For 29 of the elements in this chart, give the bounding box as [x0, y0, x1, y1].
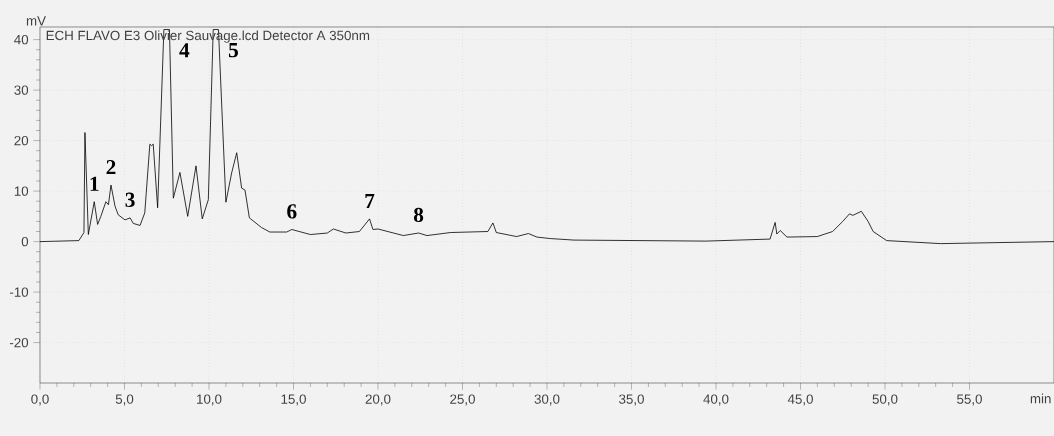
- y-tick-label: 20: [14, 135, 29, 146]
- annotation: 5: [228, 43, 238, 58]
- y-tick-label: -20: [9, 337, 29, 348]
- annotation: 1: [90, 176, 99, 191]
- x-tick-label: 35,0: [619, 394, 644, 406]
- annotation: 3: [125, 192, 135, 207]
- y-tick-label: 10: [14, 186, 29, 196]
- y-tick-label: -10: [9, 287, 29, 297]
- x-tick-label: 5,0: [115, 394, 134, 406]
- x-tick-label: 25,0: [450, 394, 475, 406]
- x-tick-label: 40,0: [703, 394, 729, 406]
- x-tick-label: 50,0: [872, 394, 898, 406]
- x-tick-label: 10,0: [197, 394, 222, 406]
- x-tick-label: 55,0: [957, 394, 982, 406]
- y-tick-label: 40: [14, 34, 29, 45]
- x-tick-label: 20,0: [365, 394, 391, 406]
- annotation: 8: [413, 207, 424, 223]
- x-tick-label: 0,0: [31, 394, 49, 406]
- annotation: 7: [365, 193, 375, 208]
- x-tick-label: 15,0: [281, 394, 306, 406]
- y-tick-label: 0: [21, 236, 29, 247]
- annotation: 4: [179, 43, 190, 58]
- annotation: 2: [106, 160, 116, 175]
- annotation: 6: [287, 204, 297, 219]
- x-axis-title: min: [1030, 393, 1051, 404]
- y-axis-title: mV: [26, 16, 46, 26]
- x-tick-label: 45,0: [787, 394, 813, 406]
- x-tick-label: 30,0: [534, 394, 560, 406]
- y-tick-label: 30: [14, 85, 29, 95]
